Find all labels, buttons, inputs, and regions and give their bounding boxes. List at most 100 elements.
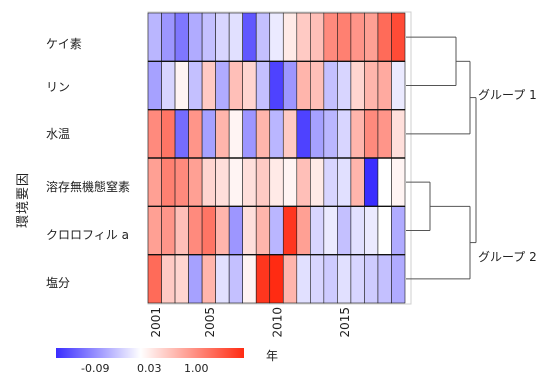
heatmap-cell bbox=[377, 254, 392, 304]
heatmap-cell bbox=[201, 12, 216, 62]
heatmap-cell bbox=[323, 157, 338, 207]
heatmap-cell bbox=[161, 12, 176, 62]
heatmap-cell bbox=[377, 61, 392, 110]
heatmap-cell bbox=[147, 254, 162, 304]
heatmap-cell bbox=[323, 61, 338, 110]
heatmap-cell bbox=[391, 206, 406, 255]
heatmap-cell bbox=[269, 157, 284, 207]
heatmap-cell bbox=[269, 109, 284, 159]
heatmap-cell bbox=[147, 206, 162, 255]
heatmap-cell bbox=[377, 109, 392, 159]
heatmap-cell bbox=[377, 157, 392, 207]
heatmap-cell bbox=[282, 206, 298, 255]
heatmap-cell bbox=[282, 12, 298, 62]
heatmap-cell bbox=[337, 12, 352, 62]
heatmap-cell bbox=[364, 206, 379, 255]
heatmap-cell bbox=[323, 12, 338, 62]
heatmap-cell bbox=[391, 61, 406, 110]
x-tick-label: 2010 bbox=[271, 307, 285, 338]
row-label-water-temperature: 水温 bbox=[46, 127, 71, 141]
row-label-chlorophyll: クロロフィル a bbox=[46, 228, 129, 242]
heatmap-cell bbox=[215, 254, 230, 304]
heatmap-cell bbox=[391, 254, 406, 304]
heatmap-cell bbox=[323, 109, 338, 159]
heatmap-cell bbox=[377, 12, 392, 62]
heatmap-cell bbox=[296, 206, 311, 255]
heatmap-cell bbox=[337, 157, 352, 207]
heatmap-cell bbox=[201, 109, 216, 159]
heatmap-cell bbox=[174, 12, 189, 62]
heatmap-cell bbox=[242, 157, 257, 207]
colorbar bbox=[56, 348, 244, 358]
heatmap-cell bbox=[174, 61, 189, 110]
row-label-phosphorus: リン bbox=[46, 80, 71, 94]
heatmap-cell bbox=[147, 12, 162, 62]
heatmap-cell bbox=[350, 157, 365, 207]
heatmap-cell bbox=[188, 206, 203, 255]
heatmap-cell bbox=[188, 12, 203, 62]
heatmap-cell bbox=[215, 206, 230, 255]
heatmap-cell bbox=[255, 12, 271, 62]
colorbar-tick-mid: 0.03 bbox=[137, 362, 162, 375]
heatmap-cell bbox=[228, 61, 243, 110]
heatmap-cell bbox=[337, 206, 352, 255]
heatmap-cell bbox=[228, 157, 243, 207]
heatmap-cell bbox=[188, 109, 203, 159]
heatmap-cell bbox=[215, 157, 230, 207]
heatmap-cell bbox=[350, 254, 365, 304]
heatmap-cell bbox=[282, 254, 298, 304]
heatmap-cell bbox=[188, 157, 203, 207]
colorbar-tick-high: 1.00 bbox=[184, 362, 209, 375]
heatmap-cell bbox=[242, 254, 257, 304]
heatmap-cell bbox=[337, 61, 352, 110]
heatmap-cell bbox=[174, 206, 189, 255]
heatmap-cell bbox=[310, 12, 325, 62]
x-tick-label: 2005 bbox=[203, 307, 217, 338]
group-label-2: グループ 2 bbox=[478, 250, 537, 264]
heatmap-cell bbox=[228, 254, 243, 304]
heatmap-cell bbox=[282, 157, 298, 207]
heatmap-cell bbox=[161, 109, 176, 159]
heatmap-cell bbox=[310, 61, 325, 110]
heatmap-cell bbox=[161, 254, 176, 304]
x-axis-label: 年 bbox=[266, 349, 279, 363]
heatmap-cell bbox=[323, 254, 338, 304]
heatmap-cell bbox=[242, 206, 257, 255]
heatmap-cell bbox=[282, 61, 298, 110]
heatmap-cell bbox=[364, 12, 379, 62]
heatmap-cell bbox=[201, 206, 216, 255]
heatmap-cell bbox=[391, 157, 406, 207]
heatmap-cell bbox=[161, 206, 176, 255]
heatmap-cell bbox=[228, 12, 243, 62]
heatmap-cell bbox=[350, 109, 365, 159]
heatmap-cell bbox=[296, 61, 311, 110]
heatmap-cell bbox=[310, 109, 325, 159]
heatmap-cell bbox=[255, 109, 271, 159]
heatmap-cell bbox=[255, 206, 271, 255]
heatmap-cell bbox=[323, 206, 338, 255]
heatmap-cell bbox=[228, 206, 243, 255]
heatmap-cell bbox=[269, 12, 284, 62]
y-axis-label: 環境要因 bbox=[16, 171, 31, 228]
heatmap-cell bbox=[201, 157, 216, 207]
heatmap-cell bbox=[201, 254, 216, 304]
heatmap-cell bbox=[296, 254, 311, 304]
heatmap-cell bbox=[161, 157, 176, 207]
heatmap-cell bbox=[296, 109, 311, 159]
heatmap-cell bbox=[242, 109, 257, 159]
heatmap-cell bbox=[282, 109, 298, 159]
heatmap-cell bbox=[147, 109, 162, 159]
heatmap-cell bbox=[215, 109, 230, 159]
heatmap-cell bbox=[215, 12, 230, 62]
heatmap-cell bbox=[337, 254, 352, 304]
heatmap-cell bbox=[391, 12, 406, 62]
heatmap-cell bbox=[174, 109, 189, 159]
heatmap-cell bbox=[255, 254, 271, 304]
heatmap-cell bbox=[255, 61, 271, 110]
heatmap-cell bbox=[269, 61, 284, 110]
heatmap-cell bbox=[364, 109, 379, 159]
heatmap-cell bbox=[377, 206, 392, 255]
heatmap-cell bbox=[147, 157, 162, 207]
